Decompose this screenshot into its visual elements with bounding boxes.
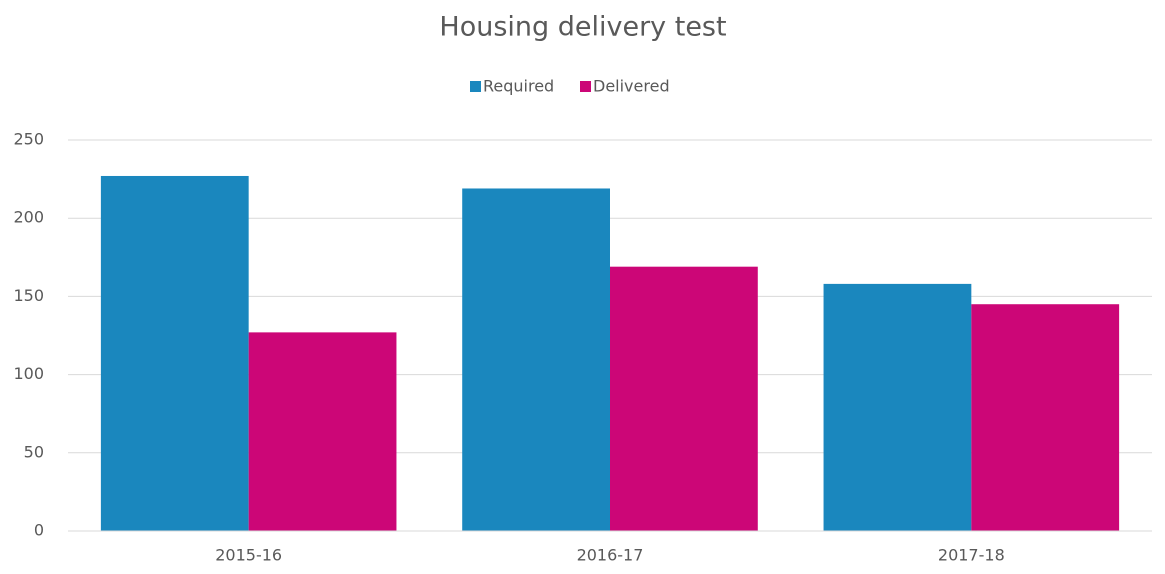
bar (823, 283, 972, 531)
y-tick-label: 250 (13, 130, 44, 149)
bar (462, 188, 610, 531)
chart-title: Housing delivery test (439, 12, 726, 43)
legend-label: Delivered (593, 77, 670, 96)
legend-swatch (470, 81, 481, 92)
y-tick-label: 150 (13, 286, 44, 305)
x-tick-label: 2017-18 (938, 546, 1005, 565)
legend-label: Required (483, 77, 554, 96)
bar (248, 332, 397, 531)
y-tick-label: 0 (34, 521, 44, 540)
legend-swatch (580, 81, 591, 92)
x-tick-label: 2016-17 (577, 546, 644, 565)
y-tick-label: 100 (13, 364, 44, 383)
bar (610, 266, 758, 531)
bar (971, 304, 1120, 531)
y-tick-label: 200 (13, 208, 44, 227)
bar (100, 175, 249, 532)
y-tick-label: 50 (24, 442, 44, 461)
x-tick-label: 2015-16 (215, 546, 282, 565)
